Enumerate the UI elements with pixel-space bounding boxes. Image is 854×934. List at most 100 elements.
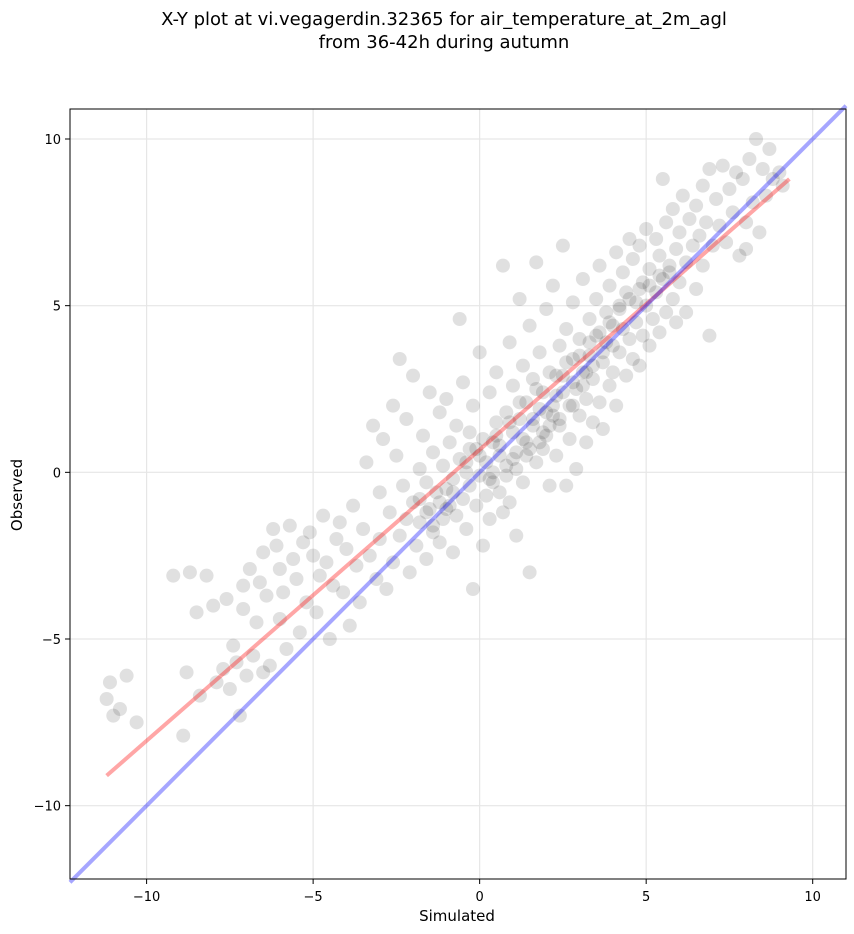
data-point: [426, 518, 441, 533]
data-point: [595, 422, 610, 436]
data-point: [176, 728, 191, 743]
data-point: [662, 258, 677, 273]
y-tick-label: 0: [53, 466, 61, 481]
data-point: [436, 458, 451, 473]
data-point: [689, 198, 704, 213]
data-point: [579, 365, 594, 380]
data-point: [615, 265, 630, 280]
data-point: [256, 665, 271, 680]
data-point: [572, 408, 587, 423]
data-point: [612, 302, 627, 316]
data-point: [565, 398, 580, 413]
data-point: [399, 512, 414, 526]
data-point: [659, 215, 674, 230]
data-point: [595, 355, 610, 370]
data-point: [392, 528, 407, 543]
data-point: [622, 292, 637, 306]
data-point: [712, 218, 727, 233]
data-point: [419, 505, 434, 520]
data-point: [635, 328, 650, 343]
data-point: [665, 292, 680, 306]
data-point: [605, 338, 620, 353]
data-point: [532, 345, 547, 360]
data-point: [679, 305, 694, 320]
data-point: [715, 158, 730, 173]
data-point: [529, 255, 544, 270]
data-point: [549, 448, 564, 463]
data-point: [479, 488, 494, 503]
data-point: [426, 445, 441, 460]
data-point: [485, 465, 500, 480]
data-point: [599, 335, 614, 350]
data-point: [499, 405, 514, 420]
data-point: [386, 555, 401, 570]
data-point: [272, 612, 287, 626]
data-point: [609, 245, 624, 260]
data-point: [465, 398, 480, 413]
data-point: [252, 575, 267, 590]
data-point: [502, 495, 517, 510]
data-point: [429, 485, 444, 500]
data-point: [625, 352, 640, 366]
x-tick-label: −10: [133, 890, 160, 905]
data-point: [585, 358, 600, 373]
data-point: [409, 538, 424, 553]
data-point: [522, 318, 537, 333]
data-point: [329, 532, 344, 546]
data-point: [286, 552, 301, 566]
data-point: [475, 432, 490, 446]
data-point: [545, 408, 560, 423]
data-point: [406, 495, 421, 510]
data-point: [432, 535, 447, 550]
identity-line: [68, 104, 848, 884]
data-point: [492, 448, 507, 463]
x-axis-label: Simulated: [419, 907, 495, 925]
data-point: [699, 215, 714, 230]
data-point: [562, 398, 577, 413]
data-point: [599, 305, 614, 320]
data-point: [459, 522, 474, 536]
data-point: [399, 412, 414, 426]
data-point: [542, 478, 557, 493]
data-point: [349, 558, 364, 573]
data-point: [326, 578, 341, 593]
data-point: [515, 358, 530, 373]
data-point: [482, 472, 497, 486]
data-point: [552, 418, 567, 433]
data-point: [479, 455, 494, 470]
data-point: [449, 508, 464, 523]
data-point: [569, 382, 584, 396]
data-point: [299, 595, 314, 610]
chart-title: X-Y plot at vi.vegagerdin.32365 for air_…: [161, 9, 727, 30]
data-point: [379, 582, 394, 596]
data-point: [239, 668, 254, 683]
data-point: [372, 485, 387, 500]
data-point: [216, 662, 231, 676]
data-point: [495, 505, 510, 520]
data-point: [579, 435, 594, 450]
data-point: [219, 592, 234, 606]
data-point: [695, 258, 710, 273]
data-point: [632, 238, 647, 253]
data-point: [585, 372, 600, 386]
data-point: [542, 418, 557, 433]
data-point: [555, 385, 570, 400]
data-point: [356, 522, 371, 536]
data-point: [226, 638, 241, 653]
data-point: [419, 475, 434, 490]
data-point: [535, 385, 550, 400]
grid: [70, 109, 846, 879]
data-point: [412, 492, 427, 506]
data-point: [249, 615, 264, 630]
data-point: [525, 418, 540, 433]
data-point: [472, 345, 487, 360]
data-point: [192, 688, 207, 703]
data-point: [472, 448, 487, 463]
data-point: [545, 278, 560, 293]
data-point: [695, 178, 710, 193]
plot-frame: [69, 108, 847, 880]
data-point: [455, 492, 470, 506]
data-point: [539, 405, 554, 420]
data-point: [652, 325, 667, 340]
